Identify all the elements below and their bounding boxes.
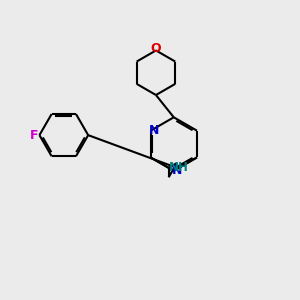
Text: N: N (149, 124, 159, 137)
Text: F: F (30, 129, 38, 142)
Text: N: N (172, 164, 182, 177)
Text: NH: NH (169, 160, 189, 174)
Text: O: O (151, 42, 161, 56)
